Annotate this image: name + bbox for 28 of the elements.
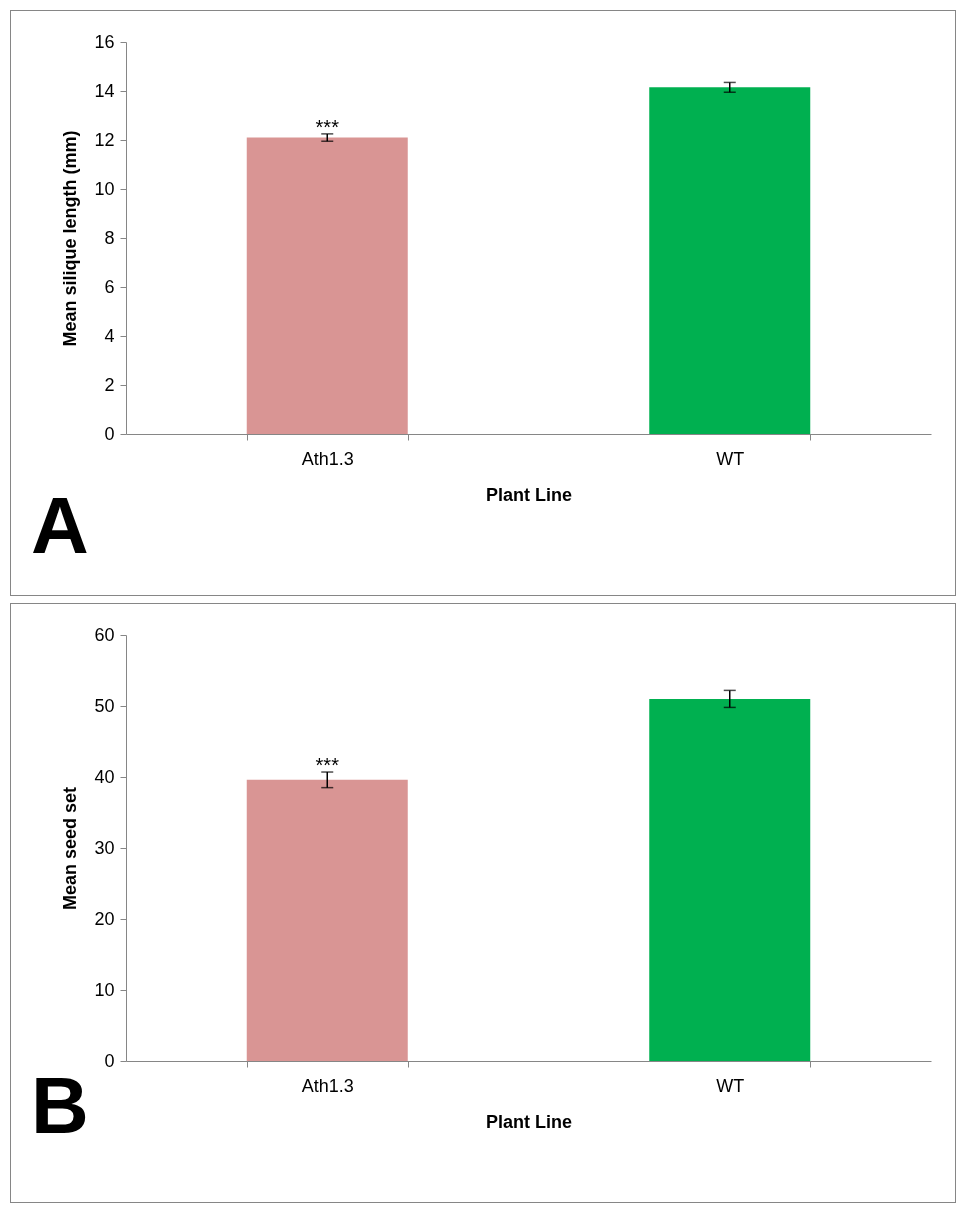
y-tick-label: 8 (104, 227, 115, 248)
y-tick-label: 60 (94, 624, 115, 645)
annotation: *** (315, 115, 340, 138)
x-tick-label: WT (716, 448, 745, 469)
text: B (31, 1061, 89, 1150)
y-tick-label: 0 (104, 1050, 115, 1071)
y-tick-label: 40 (94, 766, 115, 787)
y-tick-label: 10 (94, 178, 115, 199)
y-tick-label: 0 (104, 423, 115, 444)
y-tick-label: 12 (94, 129, 115, 150)
y-tick-label: 6 (104, 276, 115, 297)
y-axis-title: Mean silique length (mm) (60, 130, 81, 347)
annotation: *** (315, 754, 340, 777)
text: A (31, 481, 89, 570)
x-axis-title: Plant Line (485, 1111, 573, 1132)
y-tick-label: 10 (94, 979, 115, 1000)
x-tick-label: Ath1.3 (301, 448, 354, 469)
x-axis-title: Plant Line (485, 484, 573, 505)
y-tick-label: 14 (94, 80, 115, 101)
y-tick-label: 4 (104, 325, 115, 346)
y-tick-label: 2 (104, 374, 115, 395)
y-tick-label: 50 (94, 695, 115, 716)
y-tick-label: 30 (94, 837, 115, 858)
x-tick-label: WT (716, 1075, 745, 1096)
x-tick-label: Ath1.3 (301, 1075, 354, 1096)
y-axis-title: Mean seed set (60, 786, 81, 911)
y-tick-label: 16 (94, 31, 115, 52)
y-tick-label: 20 (94, 908, 115, 929)
